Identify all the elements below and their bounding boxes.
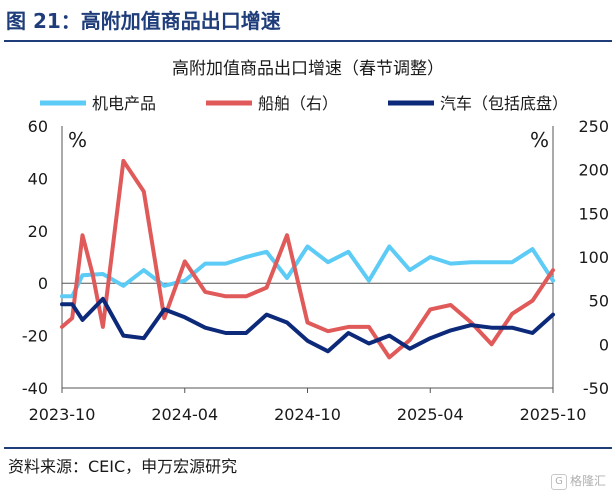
right-axis-unit: % bbox=[530, 128, 549, 152]
bottom-divider bbox=[4, 447, 612, 449]
x-tick-label-5: 2025-10 bbox=[520, 405, 587, 424]
chart-container: 高附加值商品出口增速（春节调整） 机电产品 船舶（右） 汽车（包括底盘）%% -40 -2… bbox=[0, 44, 616, 444]
right-tick-label-7: 250 bbox=[578, 117, 609, 136]
chart-svg: 高附加值商品出口增速（春节调整） 机电产品 船舶（右） 汽车（包括底盘）% % -40 -2… bbox=[22, 59, 609, 424]
left-tick-label-3: 0 bbox=[38, 274, 48, 293]
left-tick-label-4: 20 bbox=[28, 222, 48, 241]
watermark-text: 格隆汇 bbox=[569, 474, 606, 488]
watermark: G 格隆汇 bbox=[550, 470, 606, 492]
watermark-logo-icon: G bbox=[550, 473, 567, 490]
series-line-1 bbox=[60, 244, 555, 299]
x-tick-label-4: 2025-04 bbox=[397, 405, 464, 424]
left-axis-unit: % bbox=[68, 128, 87, 152]
x-tick-label-2: 2024-04 bbox=[151, 405, 218, 424]
source-note: 资料来源：CEIC，申万宏源研究 bbox=[8, 457, 238, 476]
series-line-3 bbox=[60, 296, 555, 354]
left-tick-label-1: -40 bbox=[22, 379, 48, 398]
series-line-2 bbox=[60, 158, 555, 360]
right-tick-label-4: 100 bbox=[578, 248, 609, 267]
right-tick-label-1: -50 bbox=[583, 379, 609, 398]
right-tick-label-3: 50 bbox=[589, 292, 609, 311]
legend-label-3: 汽车（包括底盘） bbox=[440, 94, 568, 113]
left-tick-label-6: 60 bbox=[28, 117, 48, 136]
right-tick-label-6: 200 bbox=[578, 161, 609, 180]
right-tick-label-2: 0 bbox=[599, 335, 609, 354]
legend-label-2: 船舶（右） bbox=[258, 94, 338, 113]
x-tick-label-3: 2024-10 bbox=[274, 405, 341, 424]
title-divider bbox=[4, 40, 612, 42]
figure-title: 图 21：高附加值商品出口增速 bbox=[6, 9, 281, 33]
right-tick-label-5: 150 bbox=[578, 204, 609, 223]
left-tick-label-5: 40 bbox=[28, 169, 48, 188]
x-tick-label-1: 2023-10 bbox=[29, 405, 96, 424]
left-tick-label-2: -20 bbox=[22, 327, 48, 346]
legend-label-1: 机电产品 bbox=[92, 94, 156, 113]
chart-title: 高附加值商品出口增速（春节调整） bbox=[172, 59, 444, 79]
